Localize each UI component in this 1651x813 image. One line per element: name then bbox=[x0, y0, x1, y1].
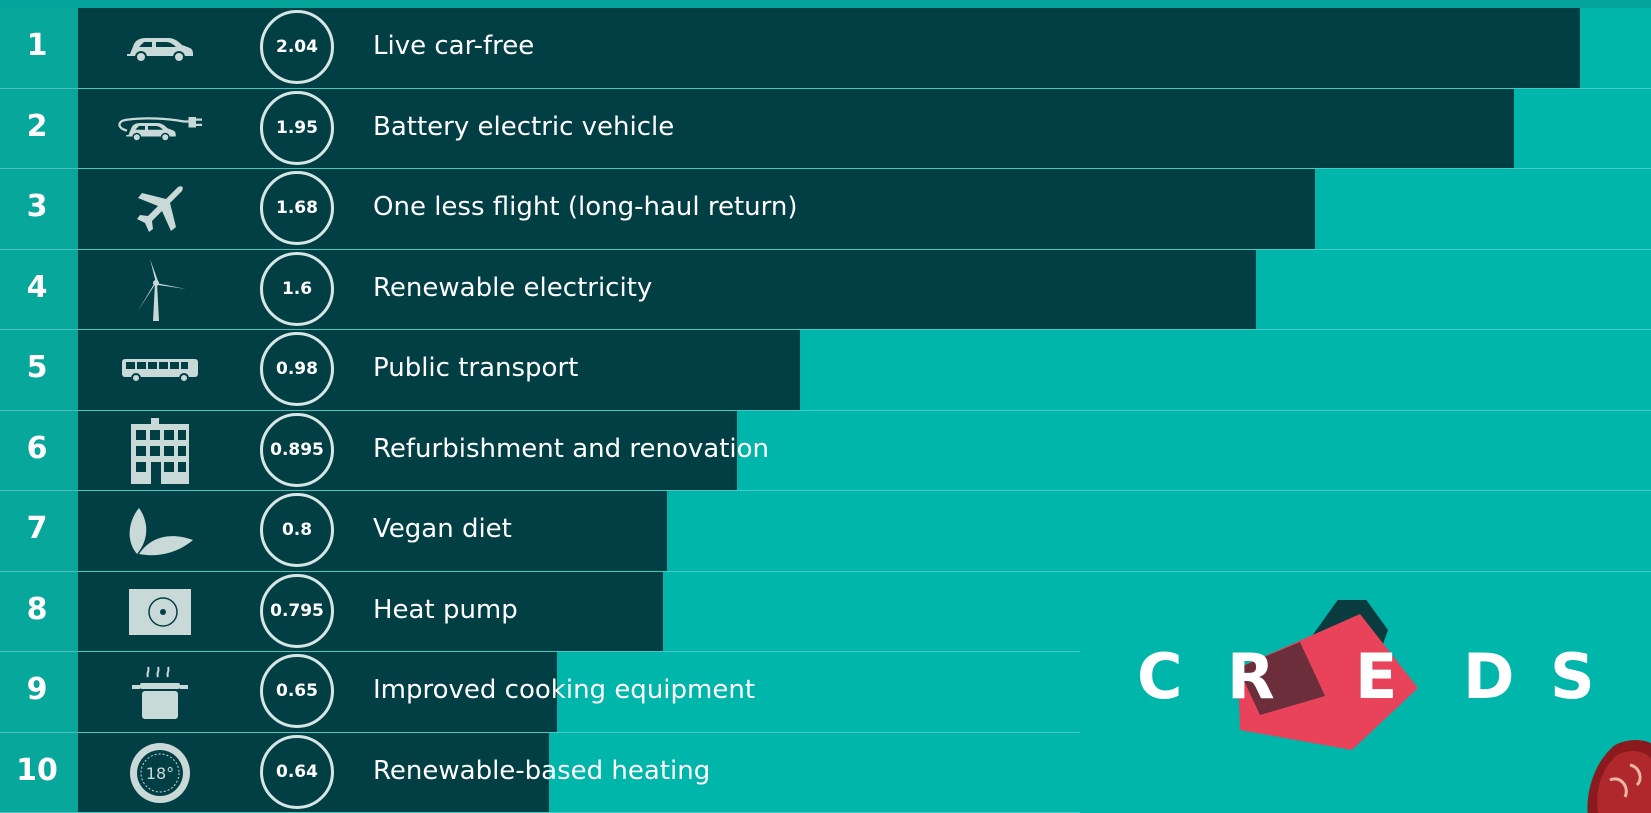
category-label: Vegan diet bbox=[373, 514, 512, 545]
rank-number: 4 bbox=[26, 269, 48, 305]
logo-shape bbox=[1238, 600, 1418, 750]
chart-row: 1 2.04 Live car-free bbox=[0, 8, 1651, 89]
plane-icon bbox=[115, 180, 205, 238]
rank-number: 10 bbox=[16, 752, 58, 788]
value-label: 1.6 bbox=[260, 251, 334, 326]
rank-number: 8 bbox=[26, 591, 48, 627]
value-label: 0.65 bbox=[260, 654, 334, 729]
logo-letter-r: R bbox=[1227, 640, 1275, 713]
row-divider bbox=[0, 168, 1651, 169]
cooking-pot-icon bbox=[115, 663, 205, 721]
thermostat-icon: 18° bbox=[115, 742, 205, 803]
row-divider bbox=[0, 409, 1651, 411]
value-label: 0.8 bbox=[260, 493, 334, 568]
category-label: Renewable electricity bbox=[373, 272, 653, 303]
creds-logo: C R E D S bbox=[1130, 600, 1630, 780]
chart-row: 10 18° 0.64 Renewable-based heating bbox=[0, 732, 1651, 813]
value-label: 0.795 bbox=[260, 573, 334, 648]
car-icon bbox=[115, 19, 205, 77]
logo-letter-e: E bbox=[1355, 640, 1398, 713]
row-divider bbox=[0, 731, 1080, 733]
rank-number: 9 bbox=[26, 672, 48, 708]
category-label: Refurbishment and renovation bbox=[373, 433, 770, 464]
bar bbox=[78, 491, 668, 571]
rank-number: 3 bbox=[26, 189, 48, 225]
chart-row: 6 0.895 Refurbishment and renovation bbox=[0, 410, 1651, 491]
row-divider bbox=[0, 570, 1651, 572]
value-label: 0.895 bbox=[260, 412, 334, 487]
rank-number: 6 bbox=[26, 430, 48, 466]
wind-turbine-icon bbox=[115, 258, 205, 321]
meat-image bbox=[1587, 740, 1651, 813]
chart-row: 4 1.6 Renewable electricity bbox=[0, 249, 1651, 330]
building-icon bbox=[115, 417, 205, 484]
rank-number: 5 bbox=[26, 350, 48, 386]
value-label: 1.68 bbox=[260, 171, 334, 246]
rank-number: 1 bbox=[26, 28, 48, 64]
logo-red-shape bbox=[1238, 614, 1418, 750]
logo-letter-s: S bbox=[1550, 640, 1595, 713]
row-divider bbox=[0, 87, 1651, 89]
row-divider bbox=[0, 490, 1651, 491]
value-label: 0.98 bbox=[260, 332, 334, 407]
logo-letter-d: D bbox=[1463, 640, 1515, 713]
category-label: Improved cooking equipment bbox=[373, 675, 756, 706]
chart-row: 5 0.98 Public transport bbox=[0, 330, 1651, 411]
category-label: Battery electric vehicle bbox=[373, 111, 675, 142]
rank-number: 7 bbox=[26, 511, 48, 547]
value-label: 2.04 bbox=[260, 10, 334, 85]
row-divider bbox=[0, 248, 1651, 250]
top-divider bbox=[0, 0, 1651, 8]
category-label: Renewable-based heating bbox=[373, 755, 711, 786]
chart-row: 7 0.8 Vegan diet bbox=[0, 491, 1651, 572]
leaf-icon bbox=[115, 502, 205, 560]
rank-number: 2 bbox=[26, 108, 48, 144]
heat-pump-icon bbox=[115, 583, 205, 641]
category-label: Heat pump bbox=[373, 594, 518, 625]
category-label: Live car-free bbox=[373, 31, 535, 62]
chart-row: 2 1.95 Battery electric vehicle bbox=[0, 88, 1651, 169]
chart-row: 8 0.795 Heat pump bbox=[0, 571, 1651, 652]
logo-overlap-shape bbox=[1238, 642, 1325, 715]
category-label: Public transport bbox=[373, 353, 579, 384]
row-divider bbox=[0, 651, 1080, 652]
row-divider bbox=[0, 329, 1651, 330]
bar bbox=[78, 249, 1257, 329]
electric-car-icon bbox=[115, 100, 205, 158]
category-label: One less flight (long-haul return) bbox=[373, 192, 798, 223]
chart-row: 3 1.68 One less flight (long-haul return) bbox=[0, 169, 1651, 250]
rank-column bbox=[0, 8, 78, 813]
value-label: 1.95 bbox=[260, 90, 334, 165]
logo-letter-c: C bbox=[1137, 640, 1183, 713]
value-label: 0.64 bbox=[260, 734, 334, 809]
chart-row: 9 0.65 Improved cooking equipment bbox=[0, 652, 1651, 733]
thermostat-readout: 18° bbox=[146, 764, 174, 783]
bus-icon bbox=[115, 341, 205, 399]
bar bbox=[78, 330, 800, 410]
